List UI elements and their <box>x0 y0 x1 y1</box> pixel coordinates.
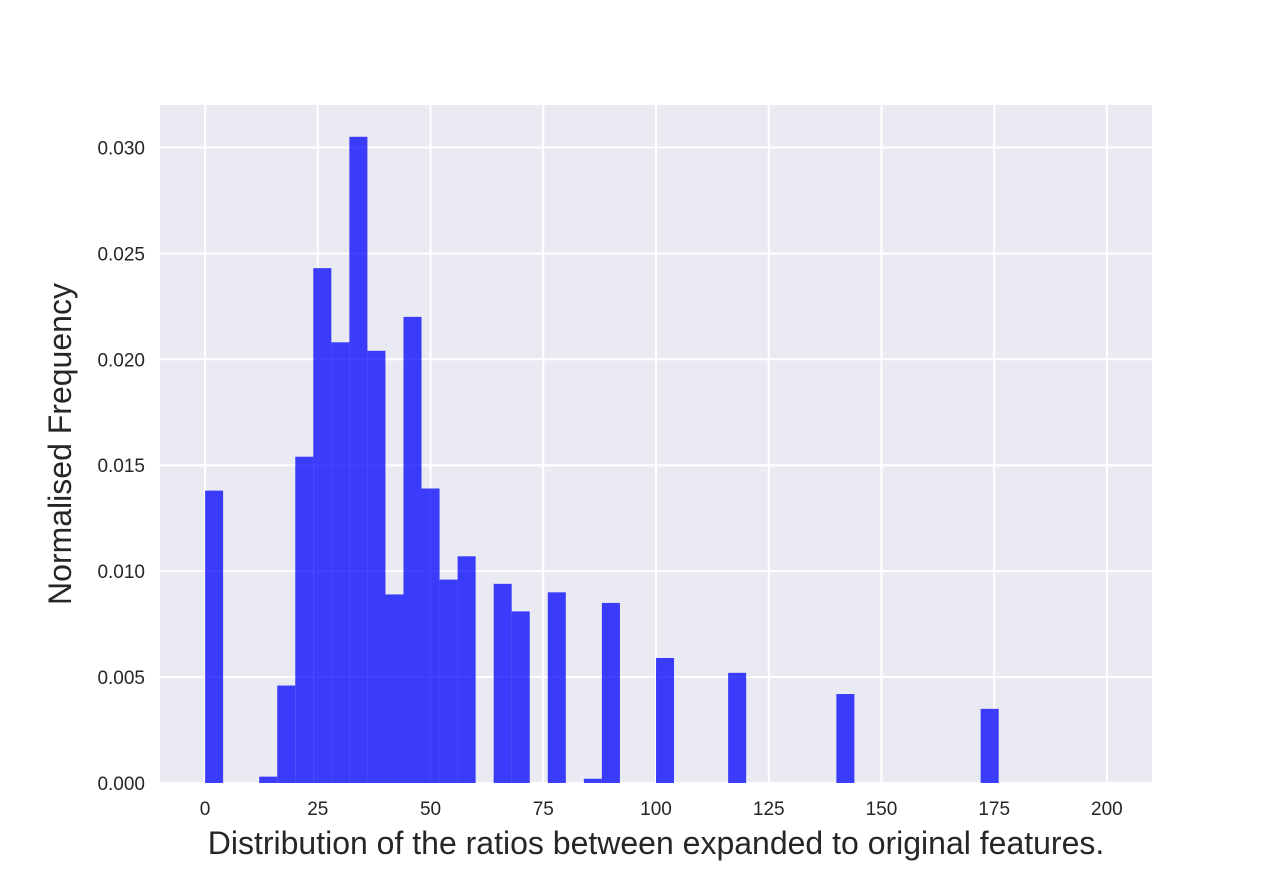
x-tick-label: 100 <box>640 799 672 820</box>
y-tick-label: 0.010 <box>97 562 145 583</box>
histogram-bar <box>493 583 512 783</box>
x-tick-label: 125 <box>753 799 785 820</box>
y-tick-label: 0.000 <box>97 774 145 795</box>
y-tick-label: 0.020 <box>97 350 145 371</box>
histogram-bar <box>547 592 566 783</box>
histogram-bar <box>295 456 314 783</box>
y-axis-label: Normalised Frequency <box>42 283 78 605</box>
histogram-bar <box>656 657 675 783</box>
y-tick-labels: 0.000 0.005 0.010 0.015 0.020 0.025 0.030 <box>97 138 145 795</box>
y-tick-label: 0.025 <box>97 244 145 265</box>
histogram-bar <box>277 685 296 783</box>
x-tick-label: 150 <box>866 799 898 820</box>
x-tick-label: 25 <box>307 799 328 820</box>
x-tick-label: 75 <box>533 799 554 820</box>
histogram-bar <box>601 602 620 783</box>
histogram-bar <box>980 708 999 783</box>
histogram-bar <box>205 490 224 783</box>
histogram-bar <box>403 316 422 783</box>
histogram-bar <box>367 350 386 783</box>
histogram-bar <box>583 778 602 783</box>
x-tick-label: 175 <box>978 799 1010 820</box>
histogram-bar <box>385 594 404 783</box>
x-tick-label: 0 <box>200 799 211 820</box>
histogram-bar <box>331 342 350 783</box>
histogram-bar <box>836 694 855 783</box>
x-tick-label: 200 <box>1091 799 1123 820</box>
bars <box>205 136 999 783</box>
y-tick-label: 0.005 <box>97 668 145 689</box>
x-tick-labels: 0 25 50 75 100 125 150 175 200 <box>200 799 1123 820</box>
y-tick-label: 0.015 <box>97 456 145 477</box>
y-tick-label: 0.030 <box>97 138 145 159</box>
histogram-bar <box>728 672 747 783</box>
histogram-bar <box>259 776 278 783</box>
histogram-bar <box>421 488 440 783</box>
histogram-bar <box>349 136 368 783</box>
x-axis-label: Distribution of the ratios between expan… <box>208 825 1105 861</box>
histogram-bar <box>457 556 476 783</box>
histogram-bar <box>313 268 332 783</box>
histogram-bar <box>511 611 530 783</box>
x-tick-label: 50 <box>420 799 441 820</box>
histogram-bar <box>439 579 458 783</box>
